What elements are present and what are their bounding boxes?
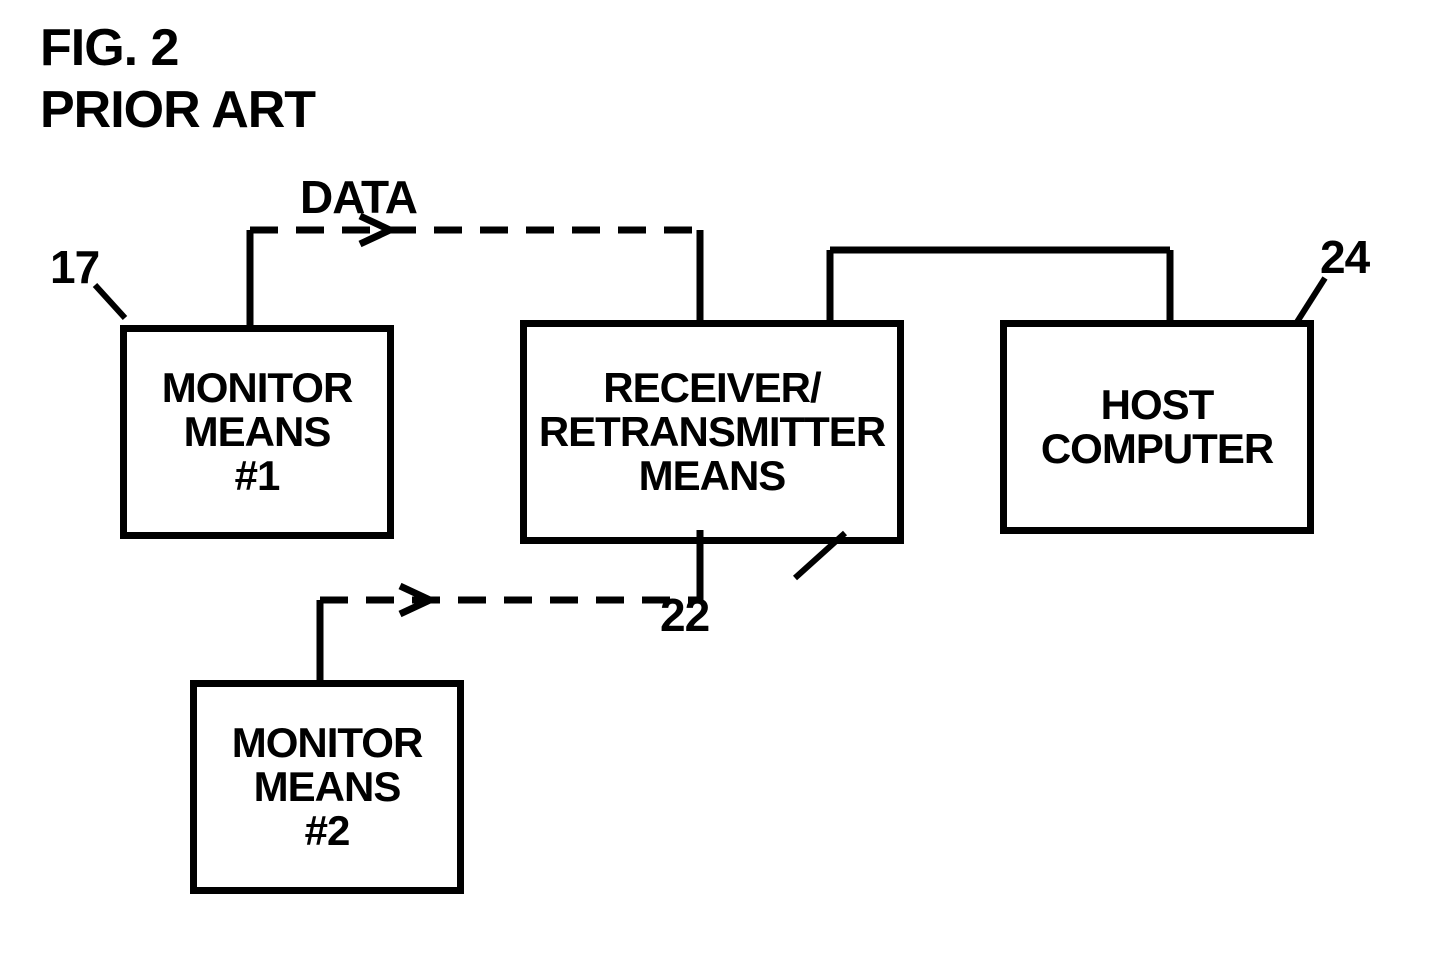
host-line2: COMPUTER: [1041, 427, 1273, 471]
monitor1-line2: MEANS: [162, 410, 353, 454]
monitor2-line3: #2: [232, 809, 423, 853]
receiver-line1: RECEIVER/: [539, 366, 885, 410]
ref-22-label: 22: [660, 588, 709, 642]
ref-24-label: 24: [1320, 230, 1369, 284]
receiver-line2: RETRANSMITTER: [539, 410, 885, 454]
ref24-tick: [1297, 278, 1325, 322]
receiver-line3: MEANS: [539, 454, 885, 498]
ref17-tick: [95, 285, 125, 318]
monitor1-line1: MONITOR: [162, 366, 353, 410]
monitor-means-1-box: MONITOR MEANS #1: [120, 325, 394, 539]
data-label: DATA: [300, 170, 417, 224]
receiver-retransmitter-box: RECEIVER/ RETRANSMITTER MEANS: [520, 320, 904, 544]
monitor1-line3: #1: [162, 454, 353, 498]
monitor-means-2-box: MONITOR MEANS #2: [190, 680, 464, 894]
figure-title-line2: PRIOR ART: [40, 80, 315, 140]
host-line1: HOST: [1041, 383, 1273, 427]
host-computer-box: HOST COMPUTER: [1000, 320, 1314, 534]
arrowhead-2: [400, 586, 430, 614]
figure-canvas: FIG. 2 PRIOR ART DATA 17 22 24 MONITOR M…: [0, 0, 1429, 961]
monitor2-line1: MONITOR: [232, 721, 423, 765]
figure-title-line1: FIG. 2: [40, 18, 178, 78]
monitor2-line2: MEANS: [232, 765, 423, 809]
ref-17-label: 17: [50, 240, 99, 294]
